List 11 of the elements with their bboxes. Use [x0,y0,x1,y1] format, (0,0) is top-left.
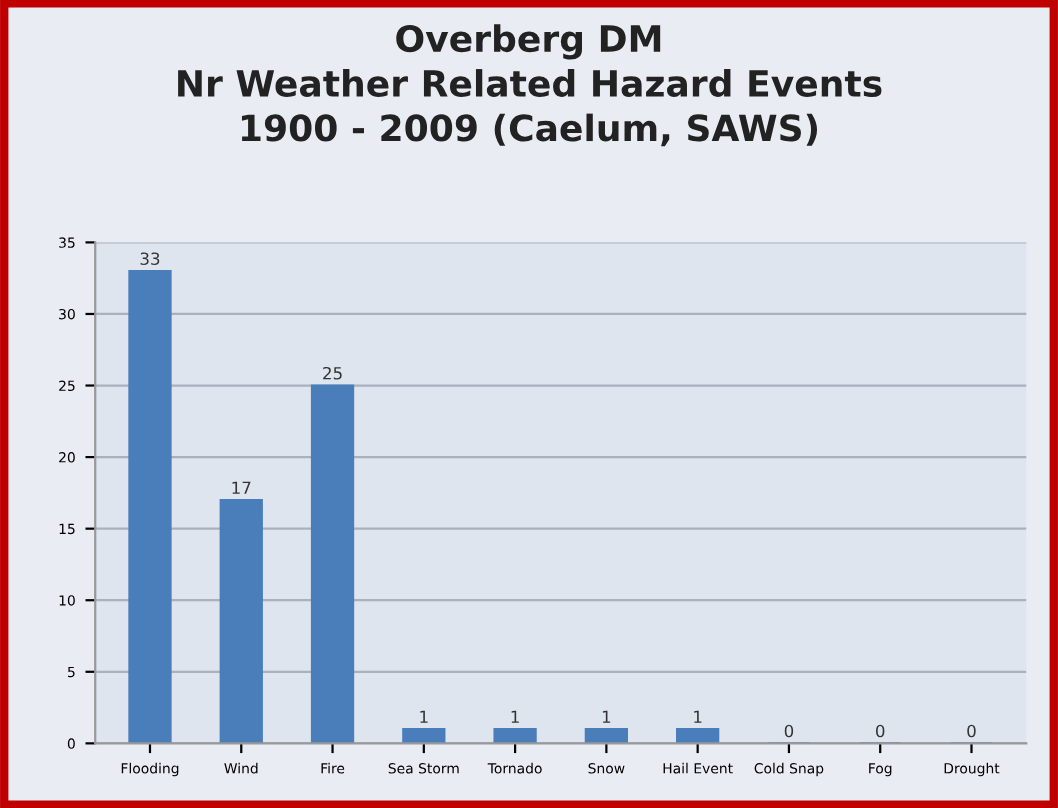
data-label: 0 [784,724,794,738]
data-label: 0 [876,724,885,738]
data-label: 25 [323,366,342,380]
data-label: 0 [967,724,976,738]
data-label: 1 [602,710,611,723]
data-label: 1 [420,710,428,723]
chart-title: Overberg DM Nr Weather Related Hazard Events 1900 - 2009 (Caelum, SAWS) [178,24,882,147]
data-label: 1 [694,710,702,723]
data-label: 33 [140,252,160,266]
data-label: 17 [232,481,251,494]
data-label: 1 [511,710,519,723]
